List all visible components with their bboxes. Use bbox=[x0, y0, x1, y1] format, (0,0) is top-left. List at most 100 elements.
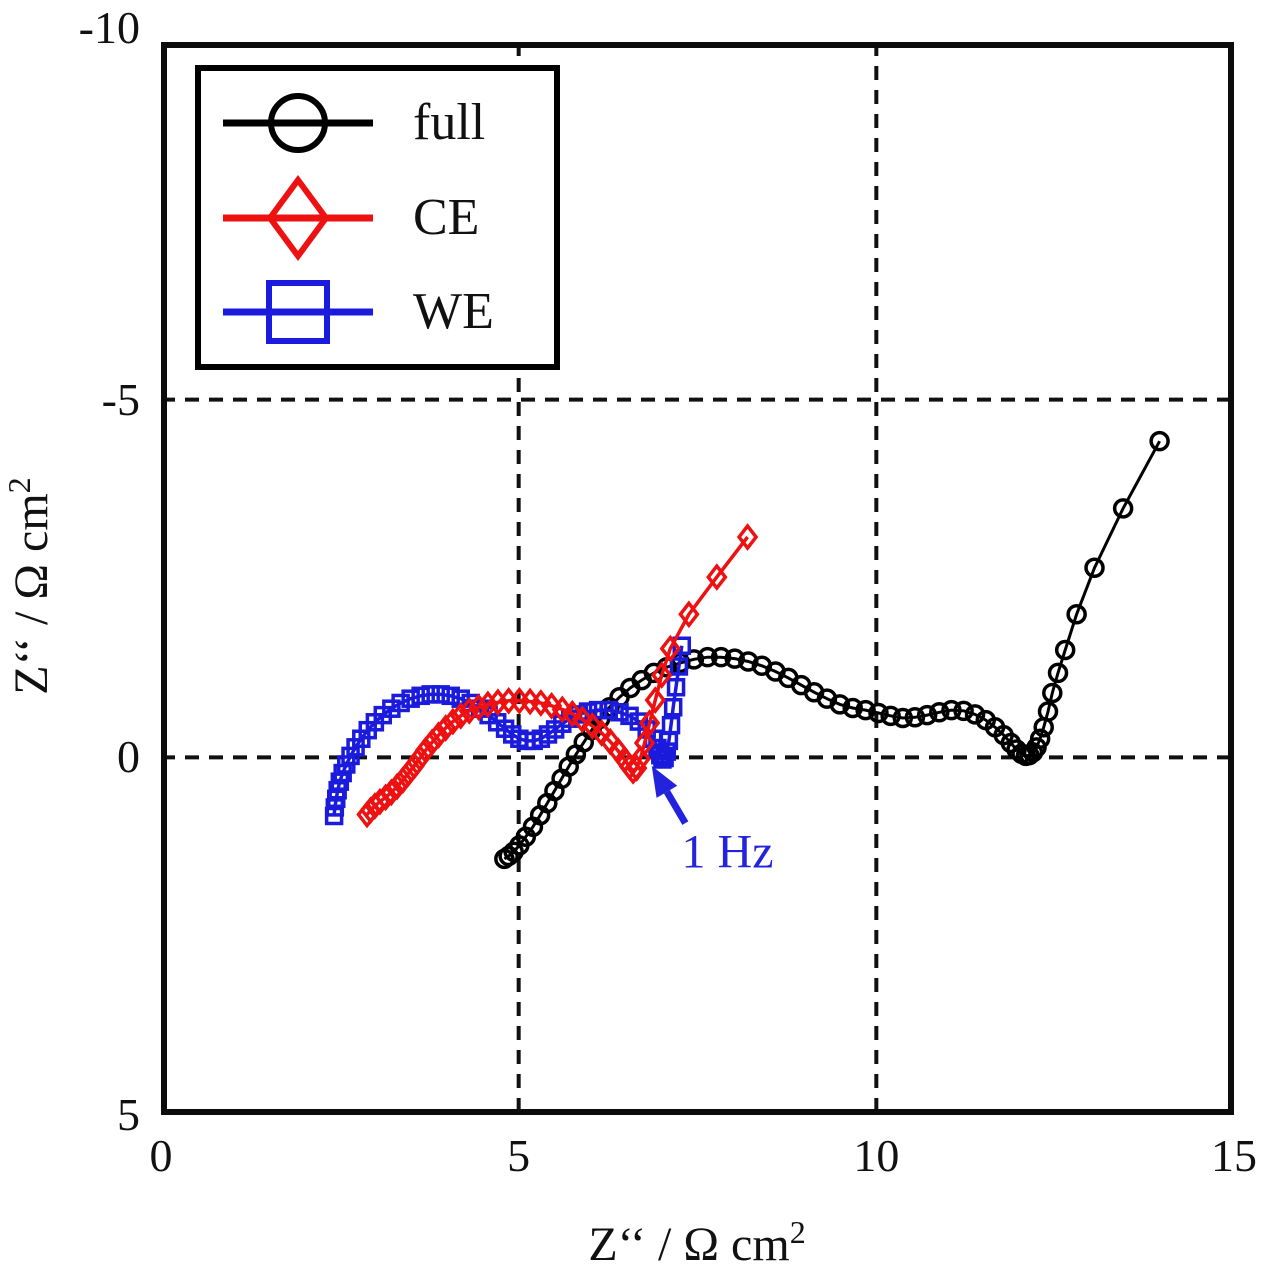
series-CE-marker bbox=[477, 690, 499, 719]
series-CE-marker bbox=[736, 523, 759, 551]
series-CE-marker bbox=[380, 778, 403, 807]
y-axis-label-text: Z‘‘ / Ω cm bbox=[5, 493, 58, 695]
series-full-marker bbox=[929, 702, 950, 723]
annotation-1hz-label: 1 Hz bbox=[681, 825, 774, 879]
series-CE-marker bbox=[633, 729, 656, 757]
series-WE-marker bbox=[382, 699, 401, 718]
series-CE-marker bbox=[706, 563, 728, 591]
series-full-marker bbox=[1149, 430, 1170, 452]
series-WE-marker bbox=[663, 698, 683, 717]
legend-label-full: full bbox=[413, 94, 486, 152]
series-CE-marker bbox=[392, 766, 414, 795]
legend-label-ce: CE bbox=[413, 188, 480, 246]
ce-diamond-marker-icon bbox=[223, 174, 373, 261]
series-WE-marker bbox=[441, 686, 460, 706]
we-square-marker-icon bbox=[223, 279, 373, 344]
series-CE-marker bbox=[659, 634, 682, 663]
y-axis-label-superscript: 2 bbox=[1, 477, 37, 494]
legend-item-we: WE bbox=[213, 266, 554, 358]
series-WE-marker bbox=[588, 700, 608, 720]
series-full-marker bbox=[724, 648, 745, 669]
series-CE-marker bbox=[374, 783, 397, 812]
series-full-marker bbox=[498, 845, 519, 867]
legend-label-we: WE bbox=[413, 282, 494, 340]
series-CE-marker bbox=[397, 759, 420, 787]
series-CE-marker bbox=[403, 752, 425, 780]
series-full-marker bbox=[1042, 682, 1063, 704]
legend-item-ce: CE bbox=[213, 172, 554, 264]
series-CE-marker bbox=[678, 600, 700, 629]
plot-border bbox=[161, 42, 1234, 1115]
y-tick-label: 5 bbox=[117, 1089, 140, 1140]
series-WE-marker bbox=[661, 715, 681, 735]
x-tick-label: 5 bbox=[507, 1130, 531, 1181]
series-CE-marker bbox=[458, 696, 481, 725]
x-tick-label: 10 bbox=[853, 1130, 900, 1181]
series-CE-marker bbox=[638, 709, 661, 737]
series-WE-marker bbox=[411, 686, 430, 706]
series-WE-marker bbox=[431, 685, 450, 704]
series-full-marker bbox=[1054, 639, 1076, 661]
series-full-marker bbox=[1112, 498, 1134, 519]
series-full-marker bbox=[829, 694, 851, 715]
series-CE-marker bbox=[421, 728, 443, 757]
series-full-marker bbox=[855, 699, 876, 721]
series-full-line bbox=[503, 440, 1161, 861]
series-full-marker bbox=[892, 707, 914, 729]
series-CE-marker bbox=[427, 721, 450, 750]
series-CE-marker bbox=[467, 693, 490, 722]
legend: full CE WE bbox=[195, 65, 560, 370]
y-tick-label: -10 bbox=[78, 2, 140, 53]
series-full-marker bbox=[916, 704, 938, 726]
series-full-marker bbox=[1037, 701, 1059, 722]
series-full-marker bbox=[1084, 557, 1105, 579]
series-WE-marker bbox=[610, 703, 629, 722]
series-full-marker bbox=[964, 704, 986, 725]
series-CE-marker bbox=[571, 705, 594, 734]
series-full-marker bbox=[1066, 604, 1087, 625]
series-WE-marker bbox=[421, 685, 440, 704]
series-WE-marker bbox=[599, 700, 619, 720]
series-CE-marker bbox=[409, 744, 431, 772]
series-WE-marker bbox=[666, 677, 686, 697]
series-full-marker bbox=[953, 700, 974, 722]
legend-item-full: full bbox=[213, 77, 554, 169]
x-tick-label: 15 bbox=[1211, 1130, 1257, 1181]
series-full-marker bbox=[738, 651, 759, 672]
series-full-marker bbox=[868, 702, 889, 724]
series-full-marker bbox=[1029, 728, 1051, 749]
series-CE-marker bbox=[651, 661, 673, 689]
series-full-marker bbox=[1047, 662, 1069, 684]
y-tick-label: -5 bbox=[101, 373, 140, 425]
series-CE-marker bbox=[414, 736, 437, 765]
series-full-marker bbox=[697, 646, 718, 668]
series-CE-marker bbox=[561, 699, 584, 728]
series-WE-marker bbox=[672, 636, 692, 655]
series-full-marker bbox=[880, 705, 901, 727]
series-WE-marker bbox=[401, 689, 420, 708]
series-CE-marker bbox=[442, 707, 464, 736]
series-WE-marker bbox=[620, 706, 639, 726]
y-tick-label: 0 bbox=[117, 731, 140, 783]
series-WE-marker bbox=[669, 657, 689, 676]
series-WE-marker bbox=[391, 693, 410, 713]
annotation-arrow-head bbox=[651, 765, 678, 798]
series-CE-marker bbox=[450, 701, 472, 730]
x-tick-label: 0 bbox=[149, 1130, 173, 1181]
x-axis-label-superscript: 2 bbox=[789, 1214, 806, 1250]
series-CE-marker bbox=[434, 714, 457, 742]
plot-area bbox=[161, 42, 1234, 1115]
annotation-arrow-shaft bbox=[663, 790, 689, 825]
series-CE-marker bbox=[386, 772, 408, 801]
y-axis-label: Z‘‘ / Ω cm2 bbox=[1, 477, 59, 694]
series-full-marker bbox=[941, 699, 962, 721]
x-axis-label: Z‘‘ / Ω cm2 bbox=[588, 1214, 805, 1272]
series-full-marker bbox=[710, 646, 732, 668]
series-full-marker bbox=[904, 707, 926, 728]
series-full-marker bbox=[842, 697, 863, 719]
series-CE-marker bbox=[581, 711, 604, 740]
full-circle-marker-icon bbox=[223, 93, 373, 154]
x-axis-label-text: Z‘‘ / Ω cm bbox=[588, 1218, 790, 1271]
series-CE-marker bbox=[644, 686, 667, 714]
